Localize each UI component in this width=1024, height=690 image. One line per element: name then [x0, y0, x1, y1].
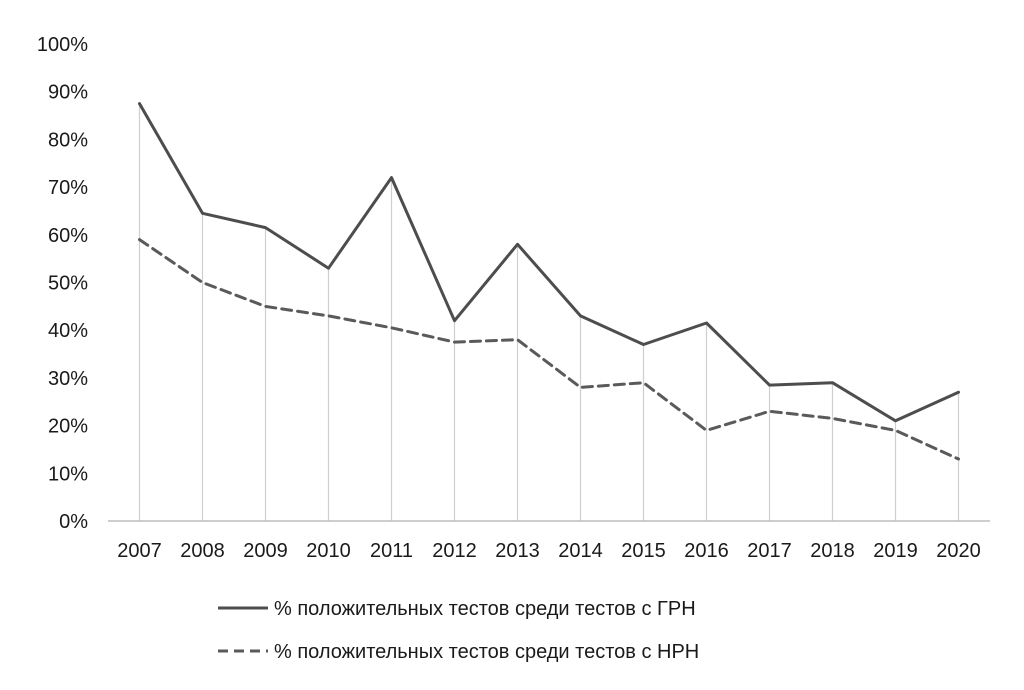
- x-tick-label: 2018: [810, 540, 855, 562]
- y-tick-label: 10%: [48, 463, 88, 485]
- x-tick-label: 2015: [621, 540, 666, 562]
- x-tick-label: 2009: [243, 540, 288, 562]
- y-tick-label: 50%: [48, 273, 88, 295]
- x-tick-label: 2016: [684, 540, 729, 562]
- x-tick-label: 2008: [180, 540, 225, 562]
- y-tick-label: 0%: [59, 511, 88, 533]
- series-line-2: [138, 238, 960, 461]
- y-tick-label: 90%: [48, 82, 88, 104]
- legend-label-1: % положительных тестов среди тестов с ГР…: [274, 598, 696, 620]
- y-axis-ticks: 0% 10% 20% 30% 40% 50% 60% 70% 80% 90% 100%: [37, 34, 88, 533]
- x-tick-label: 2020: [936, 540, 981, 562]
- y-tick-label: 70%: [48, 177, 88, 199]
- y-tick-label: 30%: [48, 368, 88, 390]
- x-tick-label: 2019: [873, 540, 918, 562]
- y-tick-label: 40%: [48, 320, 88, 342]
- drop-lines: [138, 103, 960, 521]
- x-tick-label: 2014: [558, 540, 603, 562]
- x-tick-label: 2017: [747, 540, 792, 562]
- legend: % положительных тестов среди тестов с ГР…: [218, 598, 699, 663]
- series-lines: [138, 102, 960, 461]
- y-tick-label: 100%: [37, 34, 88, 56]
- x-tick-label: 2013: [495, 540, 540, 562]
- x-tick-label: 2012: [432, 540, 477, 562]
- x-tick-label: 2007: [117, 540, 162, 562]
- series-line-1: [138, 102, 960, 423]
- y-tick-label: 60%: [48, 225, 88, 247]
- x-axis-ticks: 2007 2008 2009 2010 2011 2012 2013 2014 2015 2016…: [117, 540, 981, 562]
- legend-label-2: % положительных тестов среди тестов с НР…: [274, 641, 699, 663]
- y-tick-label: 80%: [48, 129, 88, 151]
- y-tick-label: 20%: [48, 416, 88, 438]
- x-tick-label: 2010: [306, 540, 351, 562]
- x-tick-label: 2011: [370, 540, 413, 562]
